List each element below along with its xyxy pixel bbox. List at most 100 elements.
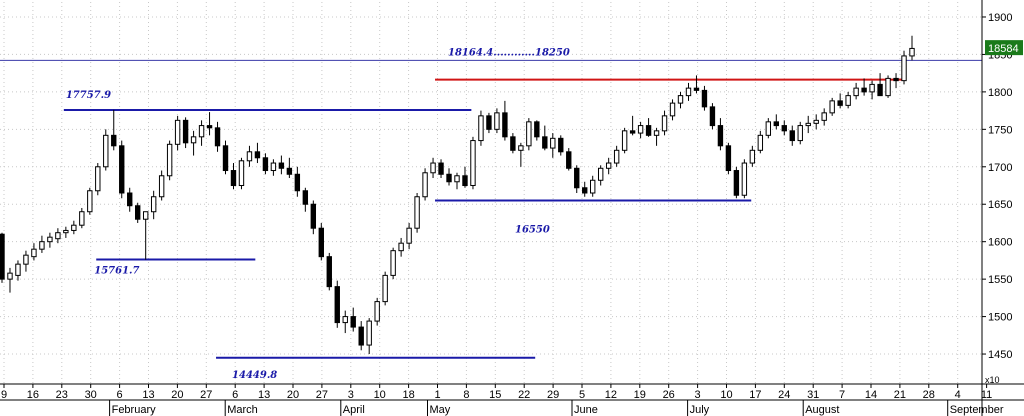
candle [326, 252, 332, 291]
candle-body-up [765, 121, 772, 136]
candle [597, 165, 604, 186]
candle-body-up [661, 115, 668, 132]
candle-body-up [198, 125, 205, 138]
candle-body-up [526, 121, 532, 147]
candle-body-down [286, 167, 293, 175]
candle-body-down [438, 162, 444, 175]
candle [462, 166, 468, 188]
candle [853, 82, 859, 100]
candle-body-up [454, 175, 460, 183]
x-tick-label: 21 [894, 389, 906, 401]
reference-line-label: 16550 [515, 224, 550, 235]
candle [310, 200, 317, 235]
candle [222, 140, 229, 175]
candle [198, 120, 205, 146]
candle-body-up [478, 115, 484, 142]
candle [470, 136, 476, 190]
candle-body-down [334, 286, 340, 324]
candle [741, 159, 748, 199]
y-tick-label: 1900 [988, 12, 1012, 24]
candle-body-down [693, 87, 700, 91]
candle-body-up [31, 248, 37, 258]
candle-body-down [877, 83, 883, 97]
candle [238, 157, 245, 190]
candle-body-down [486, 115, 492, 130]
candle [422, 168, 428, 201]
candle-body-up [805, 122, 811, 127]
x-tick-label: 6 [117, 389, 123, 401]
candle-body-down [446, 173, 452, 183]
month-label: May [430, 404, 451, 416]
candle [446, 168, 452, 186]
candle [358, 321, 364, 351]
candle-body-down [310, 203, 317, 229]
candle [438, 159, 444, 179]
x-tick-label: 7 [839, 389, 845, 401]
x-tick-label: 15 [489, 389, 501, 401]
x-tick-label: 30 [85, 389, 97, 401]
candle [526, 118, 532, 151]
reference-line-label: 18164.4............18250 [448, 47, 570, 58]
candle [350, 307, 356, 332]
candle-body-down [701, 89, 708, 108]
candle-body-up [342, 316, 348, 324]
candle [621, 127, 628, 154]
candle-body-down [717, 125, 724, 147]
candle [270, 159, 277, 176]
candle [821, 108, 827, 126]
candle-body-up [901, 55, 907, 82]
candle [254, 142, 261, 164]
x-tick-label: 23 [56, 389, 68, 401]
y-tick-label: 1500 [988, 312, 1012, 324]
candle [142, 211, 149, 260]
candle [286, 157, 293, 179]
x-tick-label: 27 [316, 389, 328, 401]
month-label: August [805, 404, 839, 416]
candle-body-up [79, 211, 85, 226]
candle-body-up [87, 190, 93, 213]
y-tick-label: 1450 [988, 349, 1012, 361]
candle [542, 125, 548, 151]
candle [278, 155, 285, 175]
x-tick-label: 26 [663, 389, 675, 401]
candle-body-up [821, 112, 827, 121]
annotation-layer: 17757.9 15761.7 14449.8 16550 18164.4.......… [66, 47, 570, 380]
candle-body-up [813, 119, 819, 124]
candle [733, 166, 740, 199]
candle [230, 163, 237, 190]
candle-body-down [534, 121, 540, 138]
candle-body-up [550, 137, 556, 149]
x-tick-label: 18 [402, 389, 414, 401]
candle [55, 228, 61, 244]
candle-body-up [142, 211, 149, 220]
candle-body-up [238, 160, 245, 187]
candle [454, 172, 460, 190]
x-tick-label: 11 [981, 389, 992, 401]
candle [103, 129, 109, 171]
candle-body-up [869, 83, 875, 93]
candle [214, 121, 221, 152]
candle [494, 108, 500, 134]
candle [582, 181, 588, 197]
candle-body-up [653, 130, 660, 136]
candle-body-down [294, 173, 301, 192]
candle-body-up [150, 196, 157, 213]
candle-body-down [789, 130, 795, 142]
candle [909, 35, 915, 61]
candle-body-up [518, 145, 524, 151]
candle-body-up [406, 227, 412, 244]
x-tick-label: 10 [720, 389, 732, 401]
x-tick-label: 14 [865, 389, 877, 401]
candle [765, 118, 772, 139]
candle-body-up [190, 136, 197, 144]
x-tick-label: 12 [605, 389, 617, 401]
x-tick-label: 29 [547, 389, 559, 401]
candle-body-up [71, 224, 77, 231]
candle-body-up [63, 229, 69, 234]
month-label: June [574, 404, 598, 416]
candle-body-up [246, 151, 253, 162]
candle-body-down [111, 134, 117, 147]
candle-body-up [590, 179, 596, 194]
candle-body-up [47, 236, 53, 243]
